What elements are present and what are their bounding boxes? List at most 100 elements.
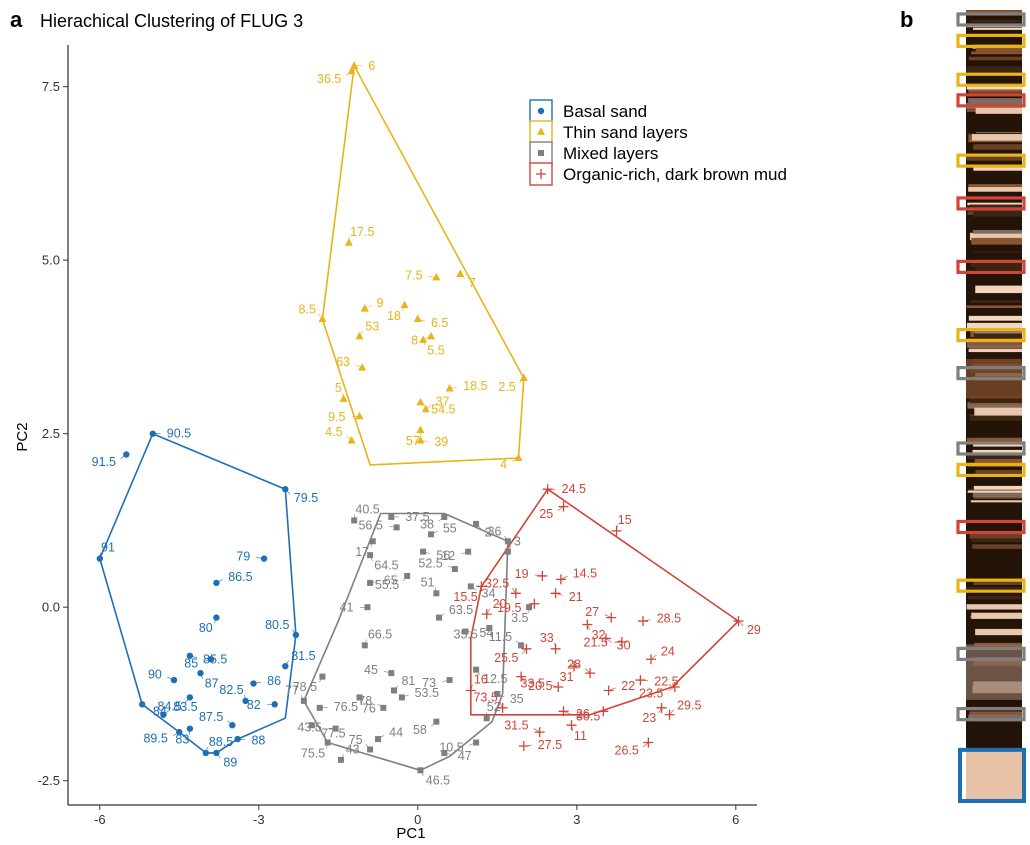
data-point [529, 598, 540, 609]
label-leader [319, 707, 328, 709]
sediment-layer [971, 331, 1022, 333]
point-label: 19 [515, 567, 529, 581]
sediment-layer [967, 202, 1022, 206]
label-leader [420, 402, 427, 407]
y-tick-label: 5.0 [42, 253, 60, 268]
label-leader [346, 435, 352, 441]
label-leader [469, 742, 477, 746]
label-leader [555, 593, 563, 596]
data-point [519, 373, 528, 382]
sediment-layer [968, 349, 1022, 352]
legend-key-marker [537, 127, 545, 135]
sediment-layer [968, 489, 1022, 492]
label-leader [523, 745, 532, 747]
point-label: 83 [175, 733, 189, 747]
label-leader [401, 694, 409, 698]
label-leader [205, 746, 208, 754]
core-cluster-box [956, 441, 1026, 456]
label-leader [214, 617, 217, 624]
sediment-layer [968, 88, 1022, 93]
data-point [123, 451, 130, 458]
point-label: 53 [365, 320, 379, 334]
point-label: 29 [747, 623, 761, 637]
point-label: 77 [285, 684, 299, 698]
label-leader [348, 236, 350, 243]
sediment-layer [966, 586, 1022, 589]
sediment-layer [966, 10, 1022, 15]
sediment-layer [971, 237, 1022, 245]
point-label: 84 [153, 704, 167, 718]
point-label: 76 [362, 701, 376, 715]
sediment-layer [966, 322, 1022, 329]
label-leader [442, 679, 450, 682]
point-label: 47 [458, 749, 472, 763]
point-label: 75.5 [301, 746, 325, 760]
label-leader [417, 318, 426, 322]
sediment-layer [973, 485, 1022, 490]
data-point [635, 675, 646, 686]
label-leader [479, 586, 482, 593]
label-leader [499, 702, 503, 708]
x-tick-label: -3 [253, 812, 265, 827]
label-leader [388, 526, 397, 528]
point-label: 88.5 [209, 735, 233, 749]
point-label: 84.5 [158, 699, 182, 713]
legend-label: Thin sand layers [563, 123, 688, 142]
point-label: 51 [421, 575, 435, 589]
data-point [656, 702, 667, 713]
hull-1 [99, 432, 297, 754]
label-leader [365, 744, 371, 750]
x-tick-label: 3 [573, 812, 580, 827]
label-leader [167, 676, 175, 681]
point-label: 11 [574, 729, 587, 743]
panel-a-letter: a [10, 7, 23, 32]
legend-key-marker [537, 107, 545, 115]
sediment-layer [966, 305, 1022, 308]
label-leader [370, 541, 374, 548]
point-label: 32 [592, 628, 606, 642]
core-cluster-box [956, 462, 1026, 477]
point-label: 21 [569, 590, 583, 604]
point-label: 39 [434, 435, 448, 449]
x-ticks: -6 -3 0 3 6 [94, 805, 739, 827]
data-point [550, 643, 561, 654]
basal-sand-layer [966, 749, 1022, 803]
panel-b-letter: b [900, 7, 913, 32]
label-leader [285, 660, 289, 667]
label-leader [459, 273, 466, 280]
point-label: 12.5 [483, 672, 507, 686]
point-label: 34 [482, 586, 496, 600]
hull-3 [302, 512, 509, 772]
label-leader [557, 506, 564, 511]
label-leader [560, 575, 568, 580]
sediment-layer [967, 455, 1022, 459]
data-point [669, 682, 680, 693]
data-point [646, 654, 656, 665]
point-label: 64.5 [374, 559, 398, 573]
label-leader [327, 727, 336, 729]
data-point [516, 671, 527, 682]
point-label: 41 [340, 601, 354, 615]
data-point [350, 61, 359, 69]
x-tick-label: 6 [732, 812, 739, 827]
label-leader [425, 404, 432, 410]
label-leader [475, 669, 481, 676]
core-cluster-box [956, 578, 1026, 593]
data-point [355, 411, 364, 420]
sediment-layer [968, 595, 1022, 600]
point-label: 2 [485, 526, 492, 540]
point-label: 28.5 [657, 612, 681, 626]
sediment-layer [975, 628, 1022, 636]
point-label: 83.5 [173, 700, 197, 714]
sediment-layer [973, 211, 1022, 217]
data-point [347, 436, 356, 444]
label-leader [507, 546, 512, 552]
label-leader [584, 668, 591, 674]
point-label: 16 [474, 673, 488, 687]
label-leader [504, 535, 509, 542]
label-leader [512, 457, 519, 462]
point-label: 89.5 [143, 731, 167, 745]
point-label: 5 [335, 381, 342, 395]
data-point [611, 525, 622, 536]
data-point [585, 668, 596, 679]
